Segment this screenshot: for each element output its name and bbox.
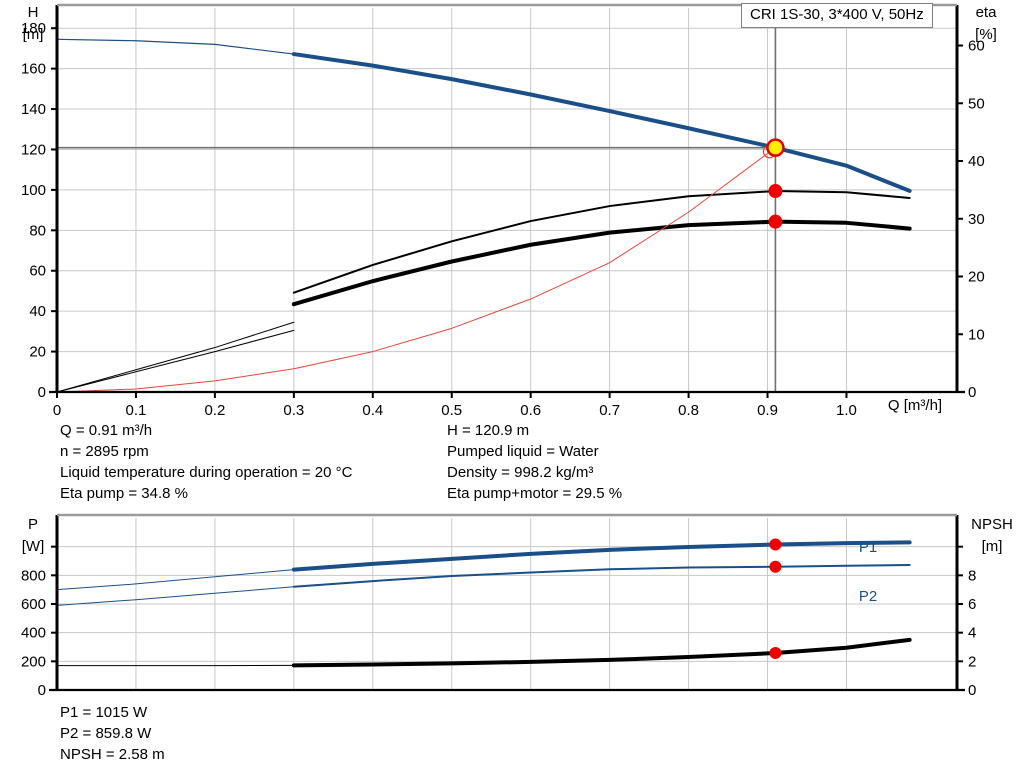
info-flow: Q = 0.91 m³/h <box>60 422 153 439</box>
axis-labels: 0 200 400 600 800 0 2 4 6 8 P1 P2 P [W] NPSH [m] <box>21 516 1013 697</box>
curve-p1 <box>291 540 912 572</box>
power-npsh-chart: 0 200 400 600 800 0 2 4 6 8 P1 P2 P [W] NPSH [m] <box>0 512 1024 697</box>
y-right-tick-label: 8 <box>968 567 976 584</box>
y-left-tick-label: 600 <box>21 596 46 613</box>
curves <box>56 538 912 668</box>
y-left-tick-label: 60 <box>29 263 46 280</box>
y-left-tick-label: 400 <box>21 625 46 642</box>
x-tick-label: 0.9 <box>757 402 778 418</box>
y-left-tick-label: 140 <box>21 101 46 118</box>
info-speed: n = 2895 rpm <box>60 443 149 460</box>
y-right-axis-title: eta <box>976 4 998 21</box>
curve-eta-pump-thin-preview <box>56 321 295 393</box>
y-right-axis-unit: [m] <box>982 538 1003 555</box>
eta-pump-point-marker[interactable] <box>768 184 783 199</box>
y-left-tick-label: 800 <box>21 567 46 584</box>
head-chart-svg: 0 20 40 60 80 100 120 140 160 180 0 10 20 30 40 50 60 0 0.… <box>21 3 997 418</box>
curve-eta-pump-motor <box>291 219 912 307</box>
info-npsh: NPSH = 2.58 m <box>60 746 165 763</box>
info-eta-pump-motor: Eta pump+motor = 29.5 % <box>447 485 623 502</box>
curve-system-duty-curve <box>56 147 776 393</box>
x-tick-label: 0.2 <box>204 402 225 418</box>
x-tick-label: 0.4 <box>362 402 383 418</box>
y-right-tick-label: 2 <box>968 653 976 670</box>
p1-point-marker[interactable] <box>769 538 782 551</box>
y-right-tick-label: 30 <box>968 211 985 228</box>
y-left-axis-unit: [W] <box>22 538 45 555</box>
curve-h-head-duty-range <box>291 52 912 193</box>
axes <box>49 3 965 398</box>
curve-eta-pump-motor-thin-preview <box>56 329 295 393</box>
x-tick-label: 0.8 <box>678 402 699 418</box>
y-right-tick-label: 4 <box>968 625 976 642</box>
y-left-tick-label: 0 <box>38 384 46 401</box>
y-left-tick-label: 180 <box>21 20 46 37</box>
y-right-axis-title: NPSH <box>971 516 1013 533</box>
x-tick-label: 1.0 <box>836 402 857 418</box>
curve-h-head-thin-preview <box>56 38 295 55</box>
info-liquid-temperature: Liquid temperature during operation = 20… <box>60 464 353 481</box>
duty-info-left-column: Q = 0.91 m³/h n = 2895 rpm Liquid temper… <box>60 420 352 504</box>
duty-point-marker[interactable] <box>766 138 785 157</box>
y-left-axis-title: H <box>28 4 39 21</box>
y-right-axis-unit: [%] <box>975 26 997 43</box>
info-eta-pump: Eta pump = 34.8 % <box>60 485 188 502</box>
y-left-tick-label: 80 <box>29 222 46 239</box>
info-density: Density = 998.2 kg/m³ <box>447 464 594 481</box>
curve-npsh <box>291 637 912 668</box>
y-right-tick-label: 50 <box>968 95 985 112</box>
eta-pump-motor-point-marker[interactable] <box>768 214 783 229</box>
info-pumped-liquid: Pumped liquid = Water <box>447 443 599 460</box>
x-tick-label: 0 <box>53 402 61 418</box>
y-left-tick-label: 100 <box>21 182 46 199</box>
y-left-axis-title: P <box>28 516 38 533</box>
axis-labels: 0 20 40 60 80 100 120 140 160 180 0 10 20 30 40 50 60 0 0.… <box>21 4 997 418</box>
x-tick-label: 0.3 <box>283 402 304 418</box>
duty-info-right-column: H = 120.9 m Pumped liquid = Water Densit… <box>447 420 622 504</box>
x-tick-label: 0.7 <box>599 402 620 418</box>
curve-p2 <box>292 564 911 588</box>
power-info-column: P1 = 1015 W P2 = 859.8 W NPSH = 2.58 m <box>60 702 165 765</box>
y-right-tick-label: 10 <box>968 326 985 343</box>
y-right-tick-label: 0 <box>968 384 976 401</box>
y-right-tick-label: 40 <box>968 153 985 170</box>
p2-point-marker[interactable] <box>769 560 782 573</box>
info-p2: P2 = 859.8 W <box>60 725 152 742</box>
x-tick-label: 0.5 <box>441 402 462 418</box>
y-left-tick-label: 40 <box>29 303 46 320</box>
y-left-tick-label: 20 <box>29 344 46 361</box>
y-right-tick-label: 0 <box>968 682 976 697</box>
y-right-tick-label: 6 <box>968 596 976 613</box>
curves <box>56 8 912 393</box>
pump-model-title: CRI 1S-30, 3*400 V, 50Hz <box>741 3 933 28</box>
duty-point-info: Q = 0.91 m³/h n = 2895 rpm Liquid temper… <box>0 418 1024 510</box>
power-info: P1 = 1015 W P2 = 859.8 W NPSH = 2.58 m <box>0 700 1024 775</box>
y-left-tick-label: 160 <box>21 61 46 78</box>
curve-eta-pump <box>292 190 911 294</box>
info-p1: P1 = 1015 W <box>60 704 148 721</box>
y-right-tick-label: 20 <box>968 269 985 286</box>
p2-curve-label: P2 <box>859 588 877 605</box>
power-chart-svg: 0 200 400 600 800 0 2 4 6 8 P1 P2 P [W] NPSH [m] <box>21 513 1013 697</box>
gridlines <box>56 8 957 393</box>
info-head: H = 120.9 m <box>447 422 530 439</box>
curve-p2-thin-preview <box>56 586 295 606</box>
y-left-tick-label: 200 <box>21 653 46 670</box>
y-left-tick-label: 0 <box>38 682 46 697</box>
x-tick-label: 0.6 <box>520 402 541 418</box>
curve-p1-thin-preview <box>56 569 295 591</box>
x-tick-label: 0.1 <box>126 402 147 418</box>
p1-curve-label: P1 <box>859 539 877 556</box>
y-right-tick-label: 60 <box>968 38 985 55</box>
axes <box>49 513 965 692</box>
y-left-axis-unit: [m] <box>23 26 44 43</box>
npsh-point-marker[interactable] <box>769 647 782 660</box>
x-axis-title: Q [m³/h] <box>888 397 942 414</box>
head-efficiency-chart: CRI 1S-30, 3*400 V, 50Hz 0 20 40 60 80 100 120… <box>21 3 997 418</box>
y-left-tick-label: 120 <box>21 141 46 158</box>
